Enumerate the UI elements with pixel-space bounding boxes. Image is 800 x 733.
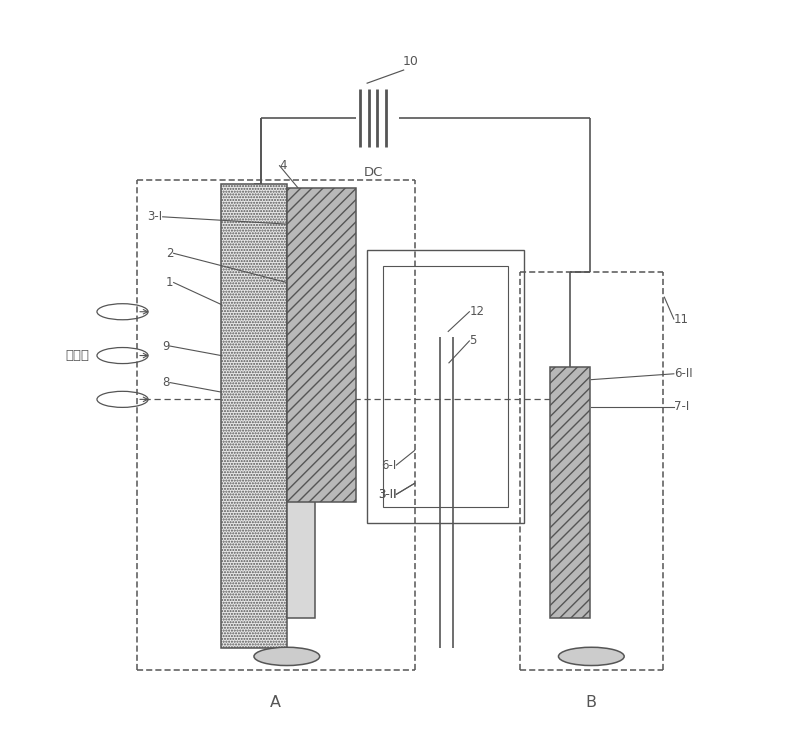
Text: 6-II: 6-II <box>674 367 693 380</box>
Text: 10: 10 <box>403 55 419 67</box>
Text: 12: 12 <box>470 305 484 318</box>
Text: A: A <box>270 695 282 710</box>
Ellipse shape <box>558 647 624 666</box>
Ellipse shape <box>254 647 320 666</box>
Bar <box>383 266 508 507</box>
Text: 9: 9 <box>162 339 170 353</box>
Text: 6-I: 6-I <box>381 459 396 471</box>
Text: 3-I: 3-I <box>147 210 162 224</box>
Bar <box>367 250 524 523</box>
Text: 7-I: 7-I <box>674 400 689 413</box>
Text: 2: 2 <box>166 247 174 259</box>
Bar <box>287 213 314 619</box>
Text: 可见光: 可见光 <box>66 349 90 362</box>
Text: 3-II: 3-II <box>378 487 396 501</box>
Text: 1: 1 <box>166 276 174 289</box>
Bar <box>221 184 287 648</box>
Text: B: B <box>586 695 597 710</box>
Text: DC: DC <box>364 166 383 179</box>
Bar <box>550 366 590 619</box>
Text: 3-II: 3-II <box>378 487 396 501</box>
Text: 8: 8 <box>162 376 170 389</box>
Text: 5: 5 <box>470 334 477 347</box>
Bar <box>287 188 356 501</box>
Text: 4: 4 <box>279 159 287 172</box>
Text: 11: 11 <box>674 312 689 325</box>
